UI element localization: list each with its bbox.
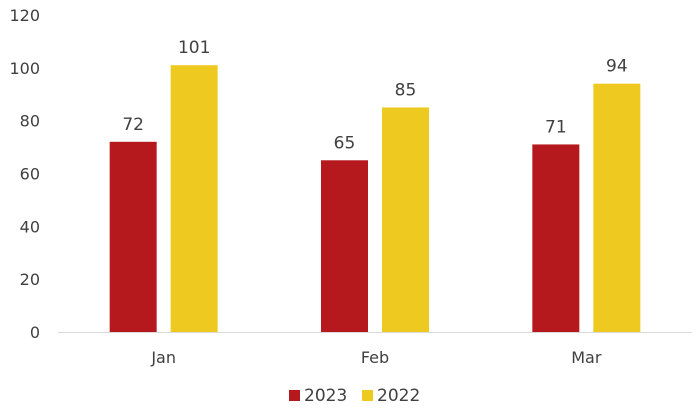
legend-label-2022: 2022 — [377, 386, 420, 406]
bar-2023-mar — [532, 144, 580, 332]
y-tick-label: 80 — [20, 112, 40, 131]
data-label-2022-feb: 85 — [395, 80, 417, 100]
legend-swatch-2023 — [289, 390, 300, 401]
y-tick-label: 120 — [9, 6, 40, 25]
y-tick-label: 40 — [20, 217, 40, 236]
y-tick-label: 100 — [9, 59, 40, 78]
bar-2022-feb — [382, 107, 429, 332]
x-tick-label-jan: Jan — [150, 348, 176, 367]
data-labels-group: 72 101 65 85 71 94 — [122, 38, 627, 153]
data-label-2022-jan: 101 — [178, 38, 210, 58]
legend-label-2023: 2023 — [304, 386, 347, 406]
x-axis: Jan Feb Mar — [58, 332, 692, 367]
x-tick-label-feb: Feb — [361, 348, 389, 367]
y-tick-label: 0 — [30, 323, 40, 342]
data-label-2023-feb: 65 — [334, 133, 356, 153]
legend-swatch-2022 — [362, 390, 373, 401]
y-axis: 0 20 40 60 80 100 120 — [9, 6, 40, 342]
bar-2023-feb — [321, 160, 368, 332]
y-tick-label: 60 — [20, 165, 40, 184]
x-tick-label-mar: Mar — [571, 348, 602, 367]
data-label-2022-mar: 94 — [606, 57, 628, 77]
bar-2022-mar — [593, 83, 641, 332]
legend: 2023 2022 — [289, 386, 420, 406]
bar-2023-jan — [109, 141, 157, 332]
data-label-2023-mar: 71 — [545, 117, 567, 137]
data-label-2023-jan: 72 — [122, 115, 144, 135]
bars-group — [109, 65, 641, 333]
bar-2022-jan — [170, 65, 218, 333]
y-tick-label: 20 — [20, 270, 40, 289]
